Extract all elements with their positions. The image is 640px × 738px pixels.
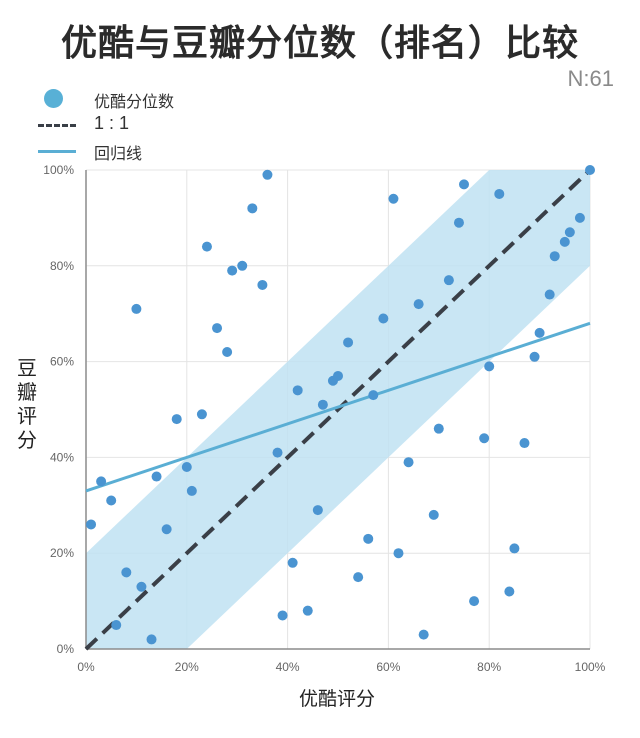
data-point xyxy=(181,461,192,472)
legend-item-regression: 回归线 xyxy=(34,138,274,164)
data-point xyxy=(403,457,414,468)
data-point xyxy=(494,188,505,199)
x-axis-label: 优酷评分 xyxy=(298,688,375,710)
data-point xyxy=(317,399,328,410)
data-point xyxy=(388,193,399,204)
y-tick-label: 20% xyxy=(50,546,74,560)
data-point xyxy=(519,438,530,449)
one-to-one-line xyxy=(84,168,592,651)
data-point xyxy=(111,620,122,631)
data-point xyxy=(504,586,515,597)
legend-label-regression: 回归线 xyxy=(94,144,143,163)
data-point xyxy=(469,596,480,607)
data-point xyxy=(292,385,303,396)
data-point xyxy=(418,629,429,640)
data-point xyxy=(529,351,540,362)
data-point xyxy=(333,370,343,381)
data-point xyxy=(151,471,162,482)
y-tick-label: 80% xyxy=(50,259,74,273)
data-point xyxy=(564,227,575,238)
data-point xyxy=(262,169,273,180)
data-point xyxy=(86,519,97,530)
x-tick-label: 100% xyxy=(575,660,606,674)
data-point xyxy=(201,241,212,252)
data-point xyxy=(212,323,223,334)
solid-line-icon xyxy=(38,150,76,153)
chart-title: 优酷与豆瓣分位数（排名）比较 xyxy=(60,23,579,64)
data-point xyxy=(161,524,172,535)
legend-item-diagonal: 1 : 1 xyxy=(34,112,274,138)
legend-label-diagonal: 1 : 1 xyxy=(94,113,130,133)
data-point xyxy=(272,447,283,458)
data-point xyxy=(237,260,248,271)
sample-size-label: N:61 xyxy=(567,66,614,91)
data-point xyxy=(131,303,142,314)
data-point xyxy=(534,327,545,338)
data-point xyxy=(428,509,439,520)
data-point xyxy=(574,212,585,223)
data-point xyxy=(549,251,560,262)
data-point xyxy=(121,567,132,578)
data-point xyxy=(257,279,268,290)
point-marker-icon xyxy=(44,89,63,108)
legend-item-points: 优酷分位数 xyxy=(34,86,274,112)
data-point xyxy=(171,414,182,425)
regression-line xyxy=(85,321,591,493)
data-point xyxy=(433,423,444,434)
data-point xyxy=(146,634,157,645)
x-tick-label: 0% xyxy=(77,660,95,674)
data-point xyxy=(368,390,379,401)
data-point xyxy=(453,217,464,228)
y-tick-label: 40% xyxy=(50,450,74,464)
data-point xyxy=(227,265,238,276)
data-point xyxy=(222,347,233,358)
data-point xyxy=(484,361,495,372)
legend-label-points: 优酷分位数 xyxy=(94,92,175,111)
data-point xyxy=(443,275,454,286)
data-point xyxy=(247,203,258,214)
data-point xyxy=(544,289,555,300)
axes xyxy=(85,170,590,650)
data-point xyxy=(186,485,197,496)
data-point xyxy=(413,299,424,310)
data-point xyxy=(479,433,490,444)
dashed-line-icon xyxy=(38,124,76,127)
data-point xyxy=(459,179,469,190)
data-point xyxy=(106,495,117,506)
y-tick-label: 0% xyxy=(57,642,75,656)
data-point xyxy=(302,605,313,616)
data-point xyxy=(343,337,354,348)
data-points xyxy=(86,165,595,645)
data-point xyxy=(559,236,570,247)
data-point xyxy=(96,476,107,487)
x-tick-label: 40% xyxy=(276,660,300,674)
data-point xyxy=(393,548,404,559)
data-point xyxy=(509,543,520,554)
data-point xyxy=(277,610,288,621)
data-point xyxy=(136,581,147,592)
data-point xyxy=(353,572,364,583)
x-tick-label: 20% xyxy=(175,660,199,674)
y-tick-label: 60% xyxy=(50,355,74,369)
tick-labels: 0% 20% 40% 60% 80% 100% 0% 20% 40% 60% 80% 100% xyxy=(43,163,605,674)
legend: 优酷分位数 1 : 1 回归线 xyxy=(34,86,274,164)
data-point xyxy=(378,313,389,324)
data-point xyxy=(196,409,207,420)
data-point xyxy=(312,505,323,516)
y-tick-label: 100% xyxy=(43,163,74,177)
data-point xyxy=(287,557,298,568)
data-point xyxy=(363,533,374,544)
data-point xyxy=(585,165,595,175)
x-tick-label: 60% xyxy=(376,660,400,674)
x-tick-label: 80% xyxy=(477,660,501,674)
y-axis-label: 豆瓣评分 xyxy=(17,356,37,452)
